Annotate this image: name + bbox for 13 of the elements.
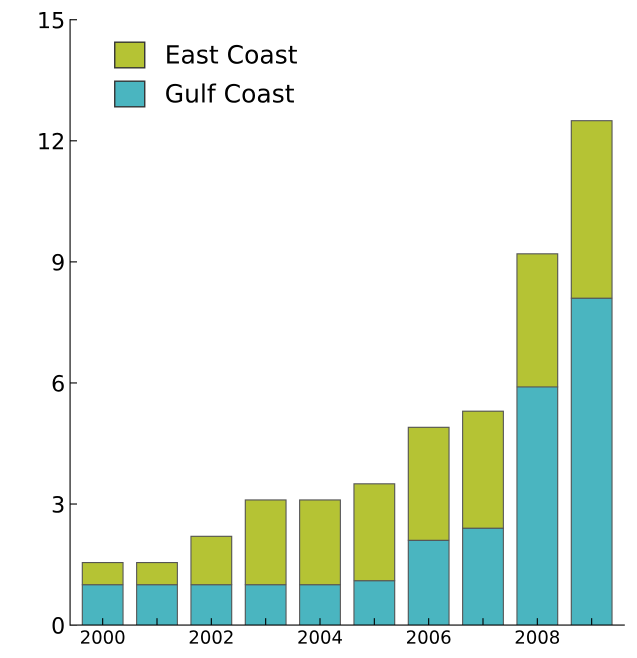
x-tick-label: 2004: [298, 630, 342, 644]
legend-label: Gulf Coast: [166, 83, 294, 103]
y-tick-label: 3: [52, 496, 64, 513]
x-tick-label: 2000: [81, 630, 124, 644]
y-tick-label: 0: [52, 617, 64, 634]
x-tick-label: 2008: [516, 630, 560, 644]
y-tick-label: 12: [39, 132, 63, 150]
x-tick-label: 2002: [190, 630, 232, 644]
y-tick-label: 9: [52, 254, 64, 271]
legend-label: East Coast: [167, 44, 297, 64]
x-tick-label: 2006: [407, 630, 450, 644]
y-tick-label: 6: [52, 374, 64, 392]
y-tick-label: 15: [39, 12, 64, 28]
